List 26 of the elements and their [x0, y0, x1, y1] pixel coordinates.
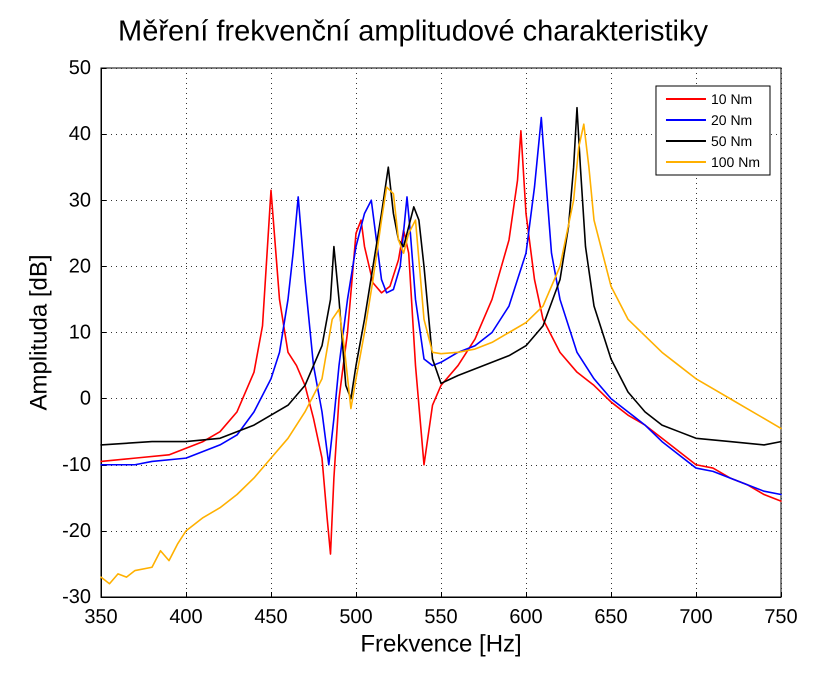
- x-tick-label: 450: [254, 606, 288, 628]
- x-tick-label: 750: [764, 606, 798, 628]
- x-tick-label: 600: [509, 606, 543, 628]
- line-series: [100, 116, 782, 496]
- legend-label: 10 Nm: [710, 91, 752, 107]
- y-tick-label: 20: [68, 255, 91, 278]
- y-tick-label: -30: [62, 586, 91, 608]
- x-tick-label: 550: [424, 606, 458, 628]
- x-tick-label: 500: [339, 606, 373, 628]
- x-tick-label: 350: [84, 606, 118, 628]
- x-axis-title: Frekvence [Hz]: [360, 630, 522, 658]
- chart-title: Měření frekvenční amplitudové charakteristiky: [118, 16, 708, 48]
- y-tick-label: -20: [62, 520, 91, 542]
- legend-label: 100 Nm: [710, 154, 760, 170]
- y-tick-label: -10: [62, 454, 91, 476]
- y-tick-label: 10: [68, 322, 91, 344]
- x-tick-label: 700: [679, 606, 713, 628]
- legend-label: 50 Nm: [710, 133, 752, 149]
- legend-label: 20 Nm: [710, 112, 752, 128]
- x-tick-label: 400: [169, 606, 203, 628]
- y-axis-title: Amplituda [dB]: [26, 254, 52, 411]
- y-tick-label: 0: [80, 388, 91, 410]
- y-tick-label: 50: [68, 57, 91, 79]
- y-tick-label: 30: [68, 189, 91, 212]
- y-tick-label: 40: [68, 123, 91, 146]
- x-tick-label: 650: [594, 606, 628, 628]
